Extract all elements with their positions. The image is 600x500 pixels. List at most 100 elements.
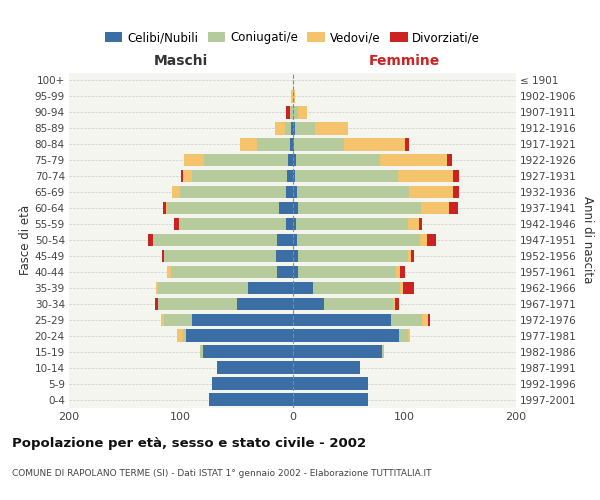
Bar	[209, 394, 293, 406]
Bar	[324, 298, 393, 310]
Bar	[398, 330, 407, 342]
Bar	[200, 346, 203, 358]
Bar	[236, 298, 293, 310]
Bar	[275, 122, 284, 134]
Bar	[276, 250, 293, 262]
Bar	[284, 122, 292, 134]
Text: COMUNE DI RAPOLANO TERME (SI) - Dati ISTAT 1° gennaio 2002 - Elaborazione TUTTIT: COMUNE DI RAPOLANO TERME (SI) - Dati IST…	[12, 469, 431, 478]
Bar	[407, 218, 419, 230]
Bar	[293, 250, 298, 262]
Bar	[290, 138, 293, 150]
Bar	[428, 314, 430, 326]
Bar	[427, 234, 436, 246]
Bar	[293, 122, 295, 134]
Bar	[286, 218, 293, 230]
Bar	[184, 154, 204, 166]
Bar	[153, 234, 154, 246]
Bar	[154, 234, 277, 246]
Bar	[286, 186, 293, 198]
Bar	[161, 314, 164, 326]
Bar	[293, 282, 313, 294]
Bar	[297, 234, 420, 246]
Bar	[449, 202, 458, 214]
Bar	[419, 218, 422, 230]
Bar	[293, 234, 297, 246]
Bar	[293, 346, 382, 358]
Bar	[420, 234, 427, 246]
Bar	[293, 362, 359, 374]
Bar	[344, 138, 406, 150]
Bar	[192, 170, 287, 182]
Text: Femmine: Femmine	[368, 54, 440, 68]
Bar	[293, 298, 324, 310]
Bar	[164, 314, 192, 326]
Bar	[409, 186, 454, 198]
Bar	[293, 170, 295, 182]
Bar	[155, 298, 158, 310]
Bar	[315, 122, 349, 134]
Bar	[293, 186, 297, 198]
Bar	[204, 154, 288, 166]
Bar	[293, 138, 344, 150]
Bar	[411, 250, 415, 262]
Bar	[240, 138, 257, 150]
Text: Popolazione per età, sesso e stato civile - 2002: Popolazione per età, sesso e stato civil…	[12, 438, 366, 450]
Bar	[292, 122, 293, 134]
Bar	[403, 282, 415, 294]
Bar	[298, 106, 307, 118]
Bar	[248, 282, 293, 294]
Bar	[277, 266, 293, 278]
Bar	[295, 170, 398, 182]
Bar	[298, 250, 407, 262]
Bar	[179, 218, 286, 230]
Bar	[178, 330, 183, 342]
Bar	[293, 378, 368, 390]
Bar	[296, 218, 407, 230]
Bar	[382, 346, 384, 358]
Bar	[296, 154, 380, 166]
Bar	[421, 202, 449, 214]
Bar	[407, 330, 410, 342]
Bar	[162, 250, 164, 262]
Bar	[181, 170, 183, 182]
Bar	[293, 202, 298, 214]
Bar	[293, 394, 368, 406]
Bar	[179, 186, 286, 198]
Bar	[158, 282, 248, 294]
Bar	[183, 170, 192, 182]
Bar	[286, 106, 290, 118]
Text: Maschi: Maschi	[154, 54, 208, 68]
Bar	[158, 298, 236, 310]
Bar	[422, 314, 428, 326]
Bar	[257, 138, 290, 150]
Bar	[217, 362, 293, 374]
Bar	[406, 138, 409, 150]
Bar	[279, 202, 293, 214]
Bar	[174, 218, 179, 230]
Bar	[400, 266, 406, 278]
Bar	[212, 378, 293, 390]
Bar	[395, 298, 398, 310]
Bar	[167, 202, 279, 214]
Bar	[298, 266, 397, 278]
Bar	[277, 234, 293, 246]
Bar	[166, 202, 167, 214]
Bar	[454, 186, 459, 198]
Legend: Celibi/Nubili, Coniugati/e, Vedovi/e, Divorziati/e: Celibi/Nubili, Coniugati/e, Vedovi/e, Di…	[100, 26, 485, 49]
Bar	[380, 154, 447, 166]
Bar	[164, 250, 276, 262]
Bar	[156, 282, 158, 294]
Bar	[203, 346, 293, 358]
Bar	[167, 266, 170, 278]
Bar	[183, 330, 187, 342]
Y-axis label: Anni di nascita: Anni di nascita	[581, 196, 593, 284]
Bar	[163, 202, 166, 214]
Bar	[293, 154, 296, 166]
Bar	[295, 122, 315, 134]
Bar	[454, 170, 459, 182]
Bar	[170, 266, 277, 278]
Bar	[293, 90, 295, 102]
Bar	[148, 234, 153, 246]
Bar	[400, 282, 403, 294]
Bar	[172, 186, 179, 198]
